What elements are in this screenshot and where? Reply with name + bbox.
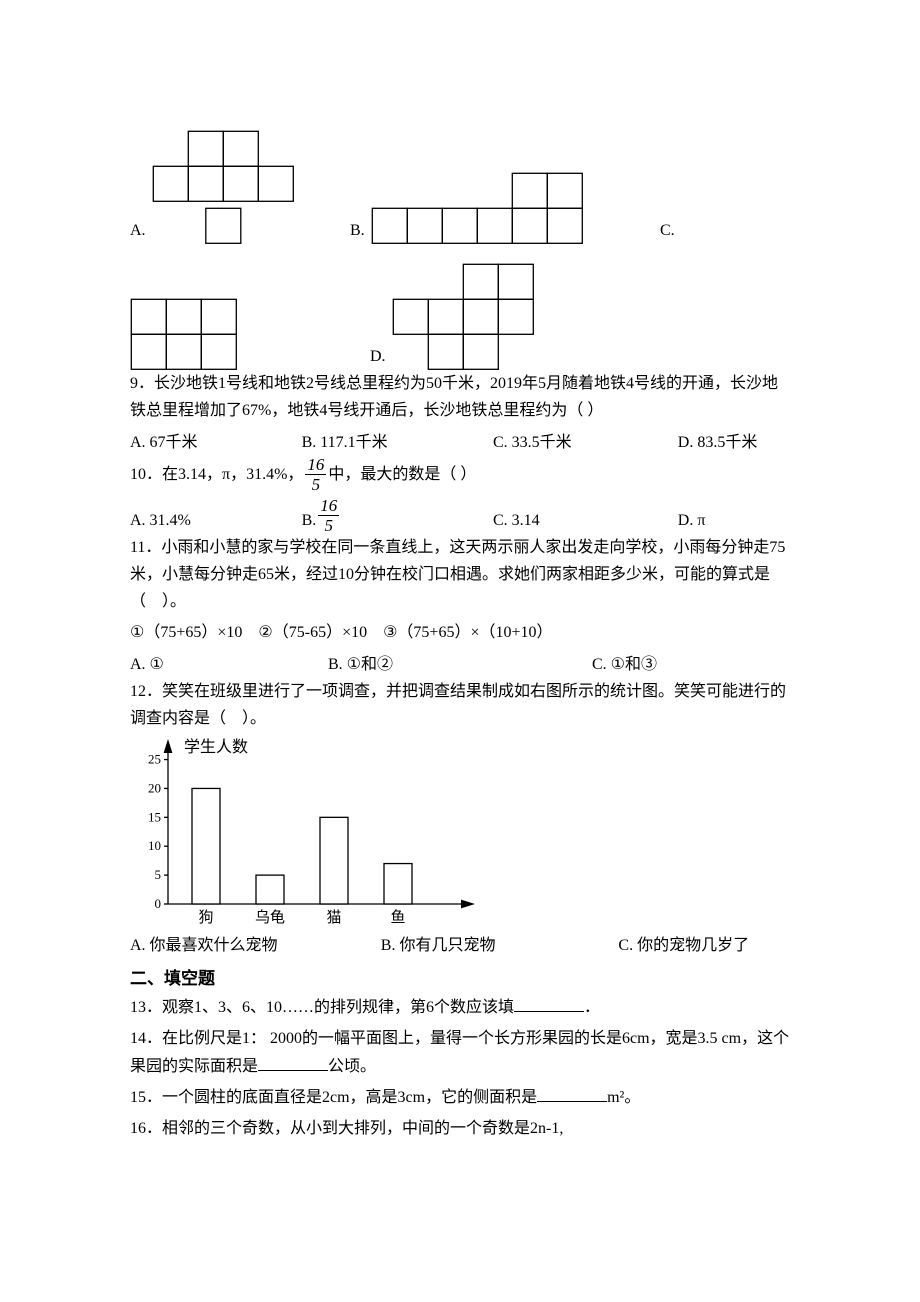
q9-opt-d: D. 83.5千米: [678, 429, 790, 456]
q10-opt-b: B. 16 5: [302, 497, 493, 534]
svg-text:25: 25: [148, 752, 161, 767]
q9-options: A. 67千米 B. 117.1千米 C. 33.5千米 D. 83.5千米: [130, 429, 790, 456]
q10-options: A. 31.4% B. 16 5 C. 3.14 D. π: [130, 497, 790, 534]
q12-opt-c: C. 你的宠物几岁了: [618, 932, 790, 959]
q15-blank: [537, 1086, 607, 1101]
svg-text:鱼: 鱼: [390, 908, 405, 926]
q12-opt-b: B. 你有几只宠物: [381, 932, 619, 959]
q11-options: A. ① B. ①和② C. ①和③: [130, 651, 790, 678]
svg-text:乌龟: 乌龟: [255, 909, 285, 926]
q12-opt-a: A. 你最喜欢什么宠物: [130, 932, 381, 959]
q10-opt-d: D. π: [678, 497, 790, 534]
q9-opt-b: B. 117.1千米: [302, 429, 493, 456]
opt-a-label: A.: [130, 217, 146, 244]
opt-d-label: D.: [370, 343, 386, 370]
q12-text: 12．笑笑在班级里进行了一项调查，并把调查结果制成如右图所示的统计图。笑笑可能进…: [130, 678, 790, 732]
q15: 15．一个圆柱的底面直径是2cm，高是3cm，它的侧面积是m²。: [130, 1084, 790, 1111]
q11-opt-c: C. ①和③: [592, 651, 790, 678]
q9-opt-a: A. 67千米: [130, 429, 302, 456]
q10-opt-a: A. 31.4%: [130, 497, 302, 534]
q12-options: A. 你最喜欢什么宠物 B. 你有几只宠物 C. 你的宠物几岁了: [130, 932, 790, 959]
svg-text:20: 20: [148, 781, 161, 796]
q10-opt-c: C. 3.14: [493, 497, 678, 534]
q11-text: 11．小雨和小慧的家与学校在同一条直线上，这天两示丽人家出发走向学校，小雨每分钟…: [130, 534, 790, 616]
q14-blank: [258, 1055, 328, 1070]
q10-frac: 16 5: [305, 456, 326, 493]
q16: 16．相邻的三个奇数，从小到大排列，中间的一个奇数是2n-1,: [130, 1115, 790, 1142]
net-a: [152, 130, 295, 245]
q11-opt-a: A. ①: [130, 651, 328, 678]
q9-opt-c: C. 33.5千米: [493, 429, 678, 456]
q11-choices: ①（75+65）×10 ②（75-65）×10 ③（75+65）×（10+10）: [130, 619, 790, 646]
q10-text: 10．在3.14，π，31.4%， 16 5 中，最大的数是（ ）: [130, 456, 790, 493]
svg-text:学生人数: 学生人数: [184, 738, 248, 756]
q13-blank: [514, 997, 584, 1012]
opt-c-label: C.: [660, 217, 675, 244]
q11-opt-b: B. ①和②: [328, 651, 592, 678]
svg-text:狗: 狗: [198, 909, 213, 926]
q10-opt-b-frac: 16 5: [318, 497, 339, 534]
q12-bar-chart: 0 5 10 15 20 25 学生人数狗 乌龟 猫 鱼: [130, 736, 478, 932]
svg-text:15: 15: [148, 809, 161, 824]
svg-text:猫: 猫: [326, 909, 341, 926]
q13: 13．观察1、3、6、10……的排列规律，第6个数应该填．: [130, 994, 790, 1021]
opt-b-label: B.: [350, 217, 365, 244]
q10-post: 中，最大的数是（ ）: [328, 461, 476, 488]
svg-text:10: 10: [148, 838, 161, 853]
q10-pre: 10．在3.14，π，31.4%，: [130, 461, 303, 488]
net-b: [371, 172, 584, 245]
net-c: [130, 298, 238, 371]
svg-text:0: 0: [155, 896, 162, 911]
q9-text: 9．长沙地铁1号线和地铁2号线总里程约为50千米，2019年5月随着地铁4号线的…: [130, 370, 790, 424]
q8-nets-row1: A. B. C.: [130, 130, 790, 245]
svg-text:5: 5: [155, 867, 162, 882]
net-d: [392, 263, 535, 371]
q14: 14．在比例尺是1： 2000的一幅平面图上，量得一个长方形果园的长是6cm，宽…: [130, 1025, 790, 1079]
q8-nets-row2: D.: [130, 263, 790, 371]
section-2-title: 二、填空题: [130, 965, 790, 994]
